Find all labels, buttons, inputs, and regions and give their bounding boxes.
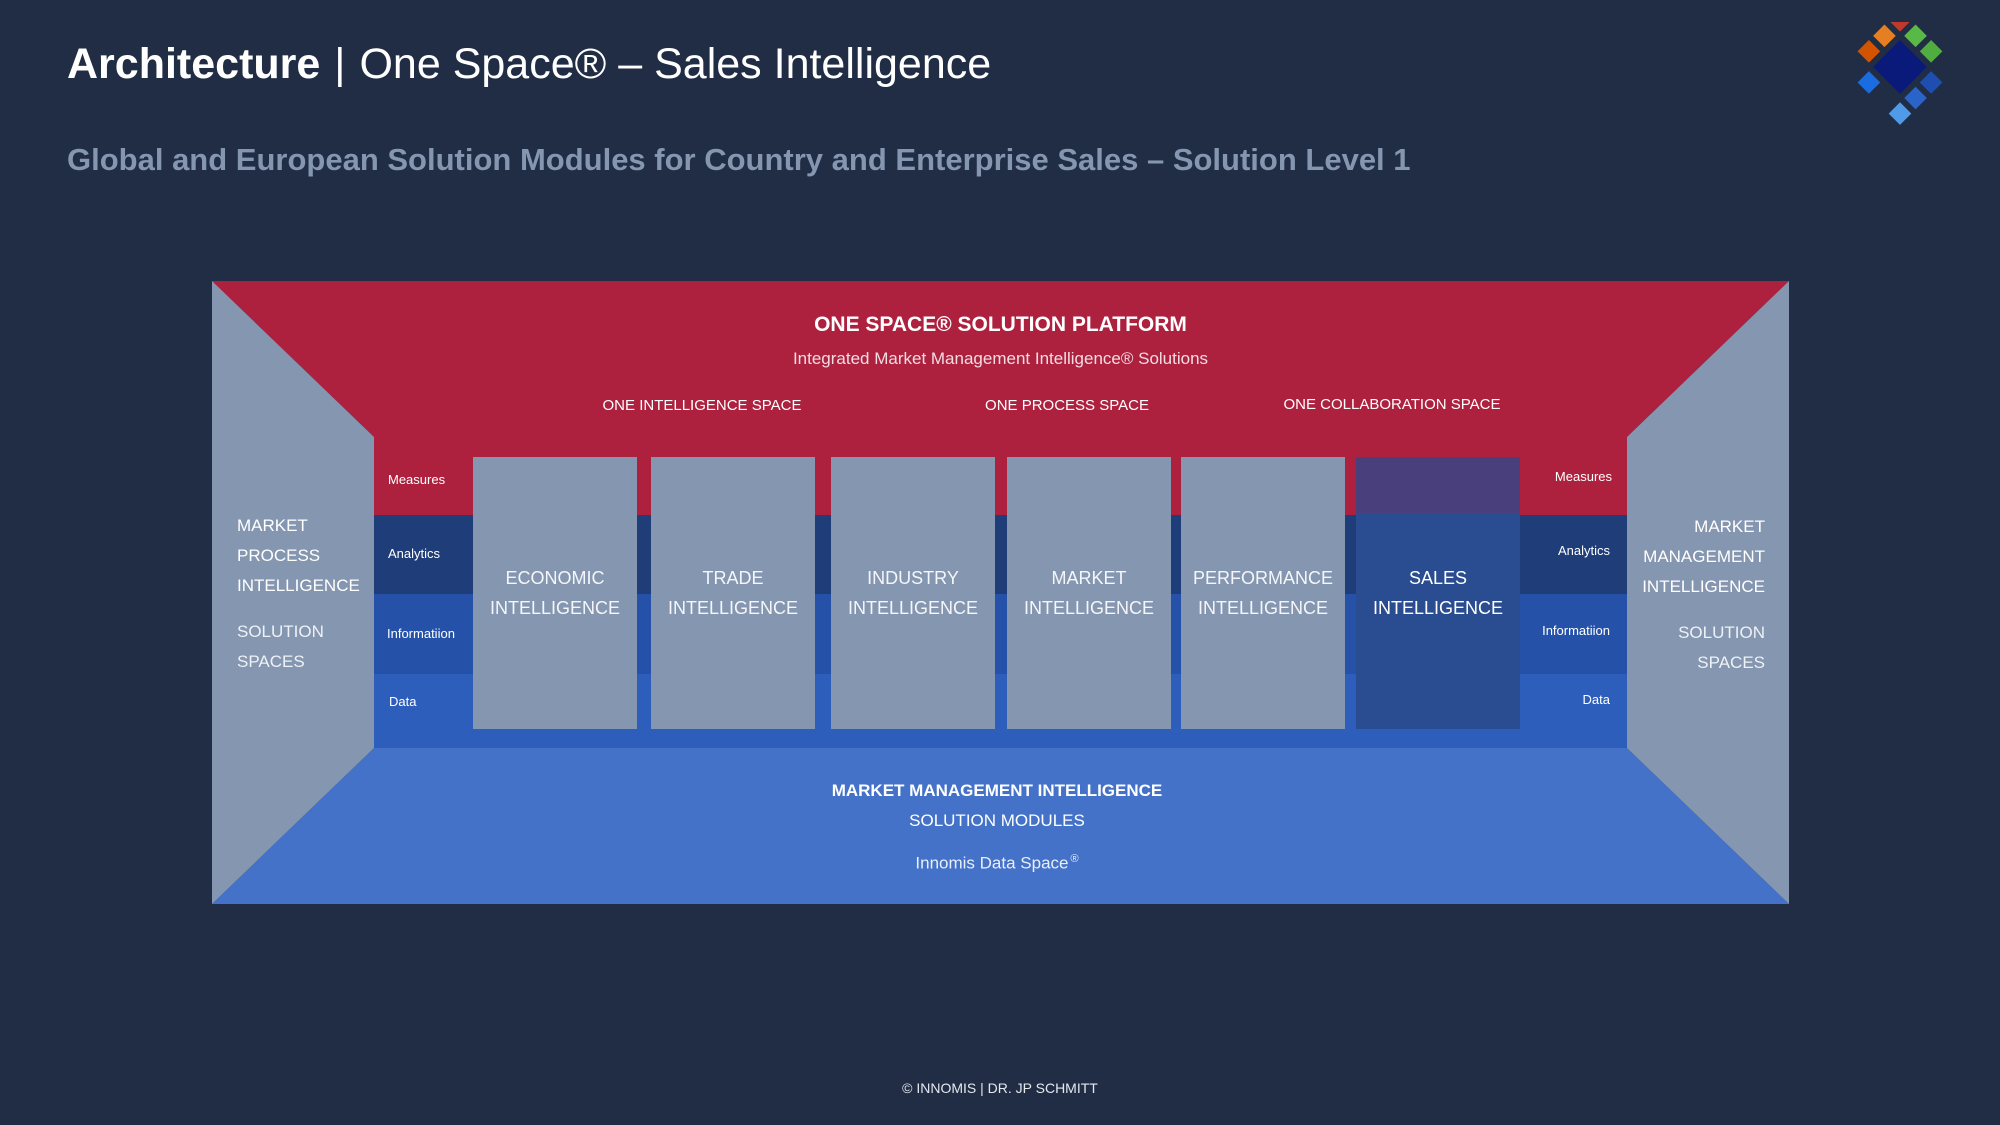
right-panel-line3: INTELLIGENCE	[1642, 577, 1765, 596]
page-subtitle: Global and European Solution Modules for…	[67, 142, 1411, 177]
module-line2: INTELLIGENCE	[489, 598, 621, 618]
layer-label-information-left: Informatiion	[387, 626, 455, 641]
layer-label-analytics-right: Analytics	[1557, 543, 1610, 558]
left-panel-line1: MARKET	[237, 516, 308, 535]
module-economic-intelligence: ECONOMIC INTELLIGENCE	[473, 457, 637, 729]
title-rest: One Space® – Sales Intelligence	[359, 40, 992, 88]
logo-tile-blue-4	[1904, 86, 1927, 110]
layer-label-analytics-left: Analytics	[388, 546, 441, 561]
data-space-mark: ®	[1070, 853, 1079, 865]
sales-column-highlight	[1356, 513, 1520, 729]
foundation-floor	[212, 748, 1789, 904]
module-line2: INTELLIGENCE	[667, 598, 799, 618]
layer-label-data-right: Data	[1582, 692, 1610, 707]
module-performance-intelligence: PERFORMANCE INTELLIGENCE	[1181, 457, 1345, 729]
module-trade-intelligence: TRADE INTELLIGENCE	[651, 457, 815, 729]
module-line1: TRADE	[702, 568, 764, 588]
architecture-diagram: ONE SPACE® SOLUTION PLATFORM Integrated …	[212, 281, 1789, 904]
module-line1: MARKET	[1051, 568, 1127, 588]
layer-label-measures-right: Measures	[1554, 469, 1612, 484]
left-panel-sub2: SPACES	[237, 652, 305, 671]
platform-subtitle: Integrated Market Management Intelligenc…	[792, 349, 1209, 368]
right-wall	[1627, 281, 1789, 904]
module-industry-intelligence: INDUSTRY INTELLIGENCE	[831, 457, 995, 729]
diamond-mosaic-logo	[1857, 22, 1943, 125]
module-sales-intelligence: SALES INTELLIGENCE	[1356, 457, 1520, 729]
platform-roof	[212, 281, 1789, 437]
module-line2: INTELLIGENCE	[1372, 598, 1504, 618]
logo-tile-blue	[1919, 71, 1943, 94]
logo-tile-blue-3	[1888, 102, 1912, 125]
right-panel-sub1: SOLUTION	[1678, 623, 1765, 642]
module-line2: INTELLIGENCE	[1023, 598, 1155, 618]
logo-tile-green-2	[1919, 40, 1943, 63]
left-wall	[212, 281, 374, 904]
left-panel-line2: PROCESS	[237, 546, 321, 565]
sales-top-highlight	[1356, 457, 1520, 513]
data-space-label: Innomis Data Space	[915, 853, 1069, 873]
module-line2: INTELLIGENCE	[847, 598, 979, 618]
left-panel-sub1: SOLUTION	[237, 622, 324, 641]
right-panel-sub2: SPACES	[1697, 653, 1765, 672]
right-panel-line1: MARKET	[1694, 517, 1765, 536]
logo-tile-red	[1888, 22, 1912, 32]
title-separator: |	[334, 40, 346, 88]
foundation-subtitle: SOLUTION MODULES	[909, 811, 1085, 830]
layer-label-information-right: Informatiion	[1542, 623, 1610, 638]
page-title: Architecture | One Space® – Sales Intellig…	[67, 40, 991, 89]
logo-tile-blue-2	[1857, 71, 1881, 94]
module-line2: INTELLIGENCE	[1197, 598, 1329, 618]
footer-copyright: © INNOMIS | DR. JP SCHMITT	[902, 1080, 1098, 1096]
right-panel-line2: MANAGEMENT	[1643, 547, 1765, 566]
layer-label-measures-left: Measures	[388, 472, 446, 487]
platform-title: ONE SPACE® SOLUTION PLATFORM	[814, 313, 1187, 336]
logo-tile-orange	[1873, 24, 1896, 48]
left-panel-text: MARKET PROCESS INTELLIGENCE SOLUTION SPA…	[237, 511, 360, 677]
left-panel-line3: INTELLIGENCE	[237, 576, 360, 595]
foundation-title: MARKET MANAGEMENT INTELLIGENCE	[831, 781, 1163, 800]
space-label-intelligence: ONE INTELLIGENCE SPACE	[602, 397, 802, 414]
layer-label-data-left: Data	[389, 694, 417, 709]
module-line1: INDUSTRY	[867, 568, 959, 588]
foundation-data-space: Innomis Data Space ®	[212, 854, 1782, 872]
module-line1: ECONOMIC	[505, 568, 605, 588]
module-market-intelligence: MARKET INTELLIGENCE	[1007, 457, 1171, 729]
right-panel-text: MARKET MANAGEMENT INTELLIGENCE SOLUTION …	[1637, 512, 1765, 678]
title-bold: Architecture	[67, 40, 321, 88]
logo-tile-navy	[1873, 40, 1927, 94]
logo-tile-green	[1904, 24, 1927, 48]
space-label-collaboration: ONE COLLABORATION SPACE	[1283, 396, 1501, 413]
logo-tile-orange-2	[1857, 40, 1881, 63]
module-line1: PERFORMANCE	[1192, 568, 1333, 588]
module-line1: SALES	[1408, 568, 1468, 588]
space-label-process: ONE PROCESS SPACE	[985, 397, 1149, 414]
